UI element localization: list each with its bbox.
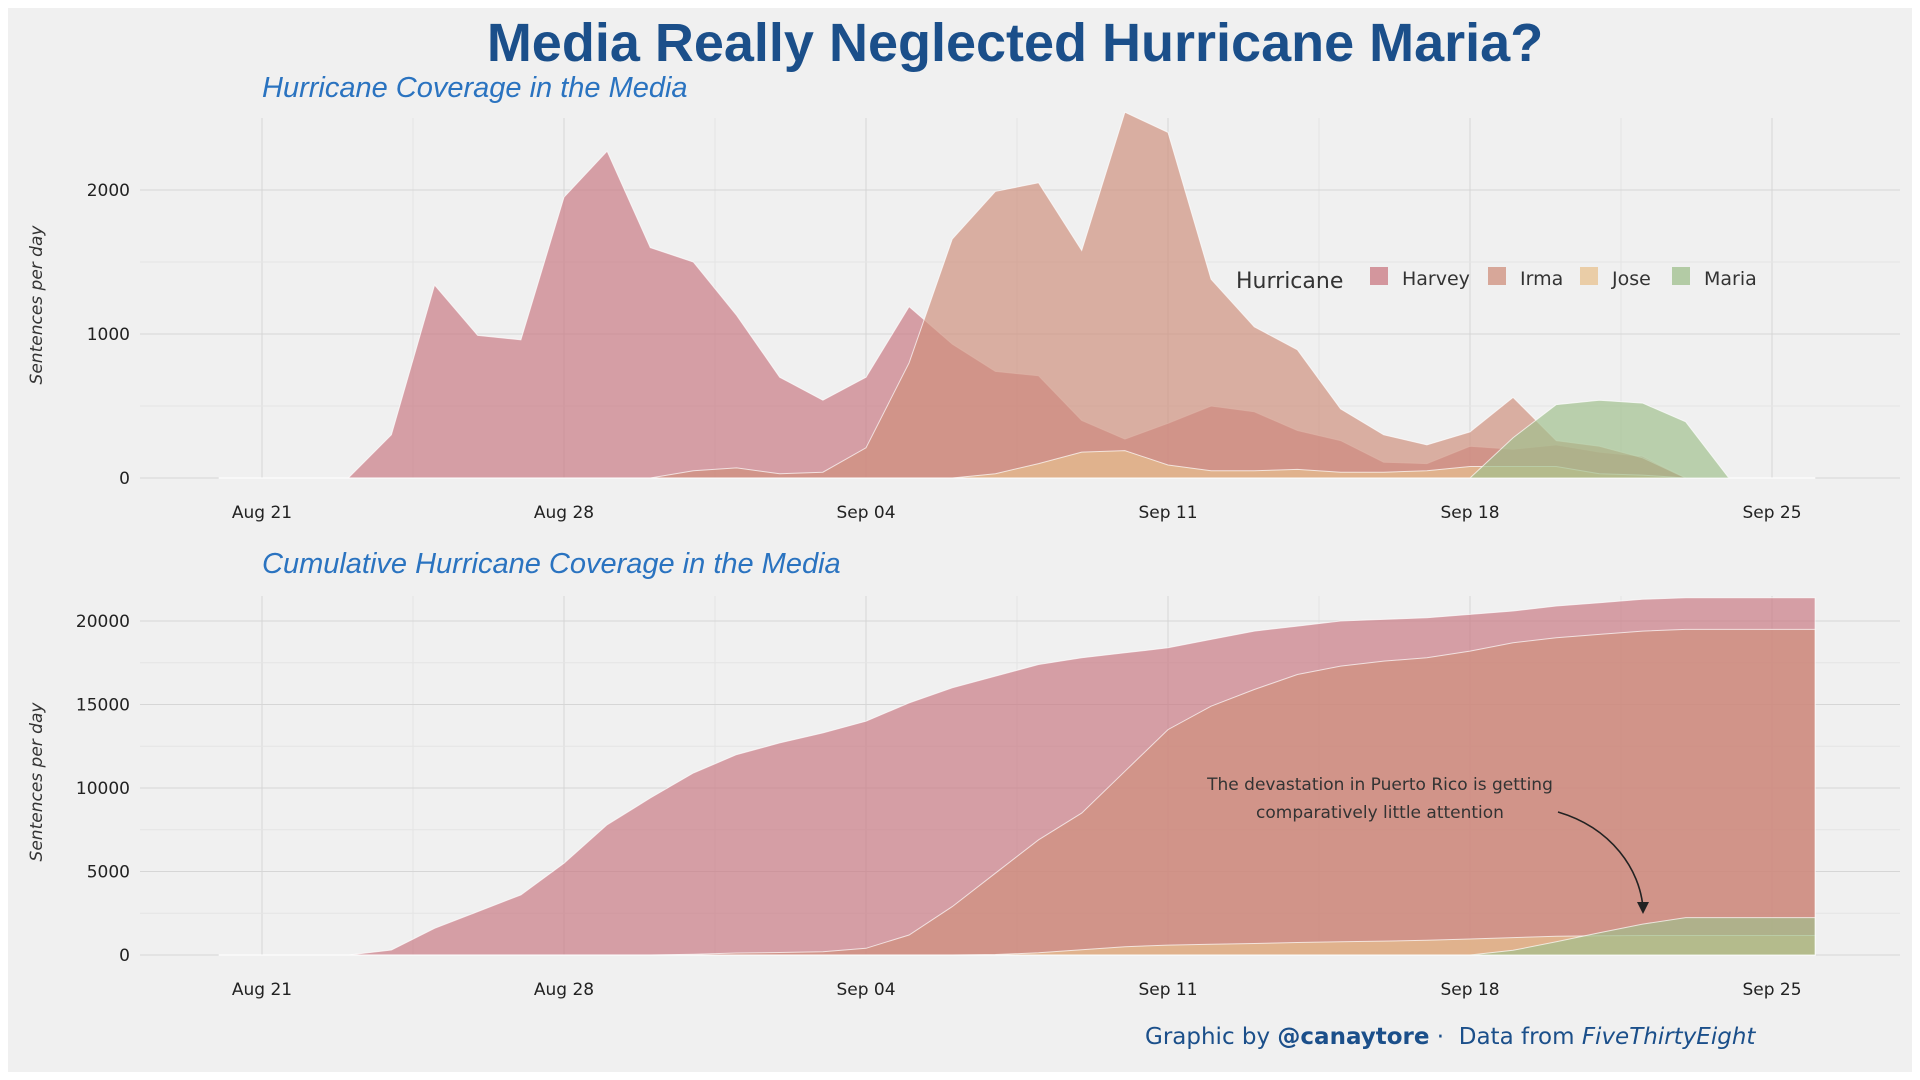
legend-title: Hurricane (1236, 269, 1343, 294)
subtitle-top: Hurricane Coverage in the Media (262, 72, 688, 104)
y-tick-label: 1000 (87, 325, 130, 345)
legend-swatch-harvey (1370, 267, 1388, 285)
y-tick-labels: 0 1000 2000 (87, 181, 130, 489)
subtitle-bottom: Cumulative Hurricane Coverage in the Med… (262, 548, 841, 580)
x-tick-label: Sep 25 (1742, 980, 1801, 1000)
x-tick-label: Aug 21 (232, 503, 292, 523)
caption-handle: @canaytore (1277, 1024, 1430, 1050)
y-tick-label: 5000 (87, 863, 130, 883)
legend-label-irma: Irma (1520, 268, 1563, 290)
caption-source: FiveThirtyEight (1581, 1024, 1756, 1050)
y-tick-label: 20000 (76, 612, 130, 632)
annotation-arrow (1557, 811, 1644, 909)
y-axis-label: Sentences per day (27, 225, 47, 385)
y-tick-label: 0 (119, 946, 130, 966)
y-tick-label: 2000 (87, 181, 130, 201)
series-areas (218, 111, 1816, 479)
x-tick-label: Sep 18 (1440, 980, 1499, 1000)
x-tick-label: Sep 25 (1742, 503, 1801, 523)
legend: Hurricane Harvey Irma Jose Maria (1236, 267, 1757, 294)
legend-swatch-jose (1580, 267, 1598, 285)
y-axis-label: Sentences per day (27, 702, 47, 862)
page-title: Media Really Neglected Hurricane Maria? (486, 13, 1544, 73)
y-tick-label: 0 (119, 469, 130, 489)
x-tick-labels: Aug 21 Aug 28 Sep 04 Sep 11 Sep 18 Sep 25 (232, 503, 1802, 523)
x-tick-label: Aug 21 (232, 980, 292, 1000)
x-tick-label: Sep 18 (1440, 503, 1499, 523)
legend-swatch-maria (1672, 267, 1690, 285)
y-tick-label: 15000 (76, 696, 130, 716)
x-tick-label: Aug 28 (534, 503, 594, 523)
legend-label-harvey: Harvey (1402, 268, 1470, 290)
x-tick-label: Sep 11 (1138, 980, 1197, 1000)
y-tick-label: 10000 (76, 779, 130, 799)
caption-sep: · (1429, 1024, 1452, 1050)
caption: Graphic by @canaytore · Data from FiveTh… (1145, 1024, 1755, 1050)
annotation: The devastation in Puerto Rico is gettin… (1206, 775, 1649, 914)
y-tick-labels: 0 5000 10000 15000 20000 (76, 612, 130, 966)
x-tick-label: Aug 28 (534, 980, 594, 1000)
area-maria (218, 399, 1816, 479)
annotation-line-1: The devastation in Puerto Rico is gettin… (1206, 775, 1553, 795)
legend-label-jose: Jose (1611, 268, 1651, 290)
x-tick-labels: Aug 21 Aug 28 Sep 04 Sep 11 Sep 18 Sep 25 (232, 980, 1802, 1000)
area-maria (218, 917, 1816, 956)
legend-swatch-irma (1488, 267, 1506, 285)
annotation-arrowhead (1637, 902, 1649, 914)
x-tick-label: Sep 11 (1138, 503, 1197, 523)
legend-label-maria: Maria (1704, 268, 1757, 290)
x-tick-label: Sep 04 (836, 503, 895, 523)
caption-data-prefix: Data from (1458, 1024, 1582, 1050)
series-areas (218, 597, 1816, 956)
annotation-line-2: comparatively little attention (1256, 803, 1504, 823)
caption-prefix: Graphic by (1145, 1024, 1278, 1050)
x-tick-label: Sep 04 (836, 980, 895, 1000)
